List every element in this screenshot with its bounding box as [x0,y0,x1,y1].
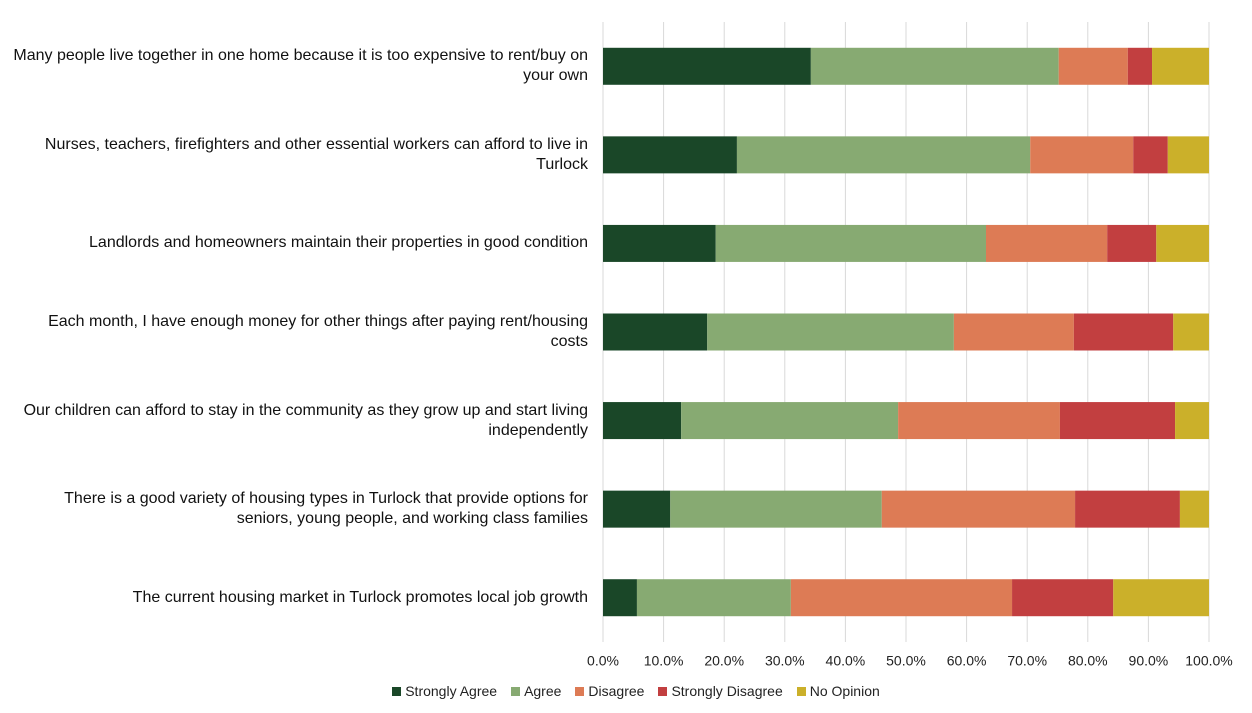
bar-segment [603,224,716,262]
bar-segment [1156,224,1209,262]
bar-segment [736,136,1031,174]
x-tick-label: 50.0% [886,653,926,669]
legend-swatch [575,686,585,696]
x-tick-label: 10.0% [644,653,684,669]
legend-item: Agree [511,683,561,699]
bar-segment [707,313,954,351]
bar-segment [1012,579,1114,617]
bar-segment [1075,490,1180,528]
legend-label: Strongly Agree [405,683,498,699]
bar-segment [1179,490,1209,528]
legend-item: Strongly Disagree [658,683,783,699]
bar-segment [790,579,1013,617]
category-label: The current housing market in Turlock pr… [132,588,588,606]
bar-segment [1173,313,1209,351]
category-label: There is a good variety of housing types… [64,490,588,528]
x-tick-label: 60.0% [947,653,987,669]
category-label: Each month, I have enough money for othe… [48,313,588,350]
bar-segment [1152,47,1209,85]
x-tick-label: 80.0% [1068,653,1108,669]
x-tick-label: 70.0% [1007,653,1047,669]
category-label: Nurses, teachers, firefighters and other… [44,135,588,173]
bar-segment [1113,579,1209,617]
bar-segment [953,313,1074,351]
x-tick-label: 30.0% [765,653,805,669]
x-tick-label: 0.0% [587,653,619,669]
legend-label: Strongly Disagree [671,683,783,699]
bar-segment [603,47,811,85]
bar-segment [1058,47,1128,85]
bar-segment [636,579,791,617]
x-tick-label: 90.0% [1129,653,1169,669]
legend-label: Disagree [588,683,645,699]
bar-segment [810,47,1059,85]
bar-segment [681,402,899,440]
bar-segment [603,136,737,174]
bar-segment [1030,136,1134,174]
bar-segment [603,579,637,617]
category-label: Many people live together in one home be… [13,47,588,85]
bar-segment [898,402,1060,440]
bar-segment [1175,402,1209,440]
bar-segment [603,313,708,351]
legend: Strongly Agree Agree Disagree Strongly Disa… [0,683,1252,699]
bar-segment [670,490,882,528]
legend-item: Strongly Agree [392,683,497,699]
bar-segment [603,490,671,528]
x-tick-label: 40.0% [826,653,866,669]
bar-segment [1167,136,1209,174]
legend-label: Agree [524,683,562,699]
bar-segment [1127,47,1153,85]
bar-segment [1073,313,1174,351]
legend-item: No Opinion [796,683,880,699]
legend-swatch [796,686,806,696]
x-tick-label: 20.0% [704,653,744,669]
bar-segment [715,224,986,262]
legend-label: No Opinion [809,683,880,699]
bar-segment [985,224,1108,262]
legend-swatch [658,686,668,696]
legend-swatch [511,686,521,696]
legend-item: Disagree [575,683,644,699]
category-label: Landlords and homeowners maintain their … [89,234,588,252]
x-tick-label: 100.0% [1185,653,1232,669]
legend-swatch [392,686,402,696]
bar-segment [881,490,1076,528]
category-label: Our children can afford to stay in the c… [23,401,588,439]
bar-segment [603,402,682,440]
bar-segment [1133,136,1168,174]
bar-segment [1107,224,1157,262]
bar-segment [1059,402,1176,440]
